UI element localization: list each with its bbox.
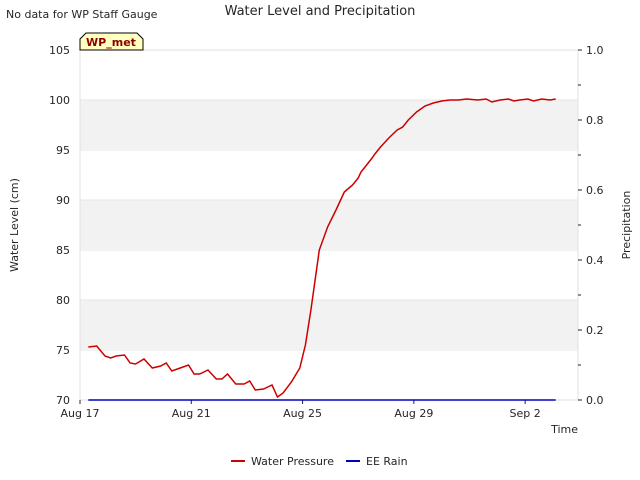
y2-tick-label-5: 1.0 [586, 44, 604, 57]
series-line-water-pressure [88, 98, 556, 399]
y-tick-label-1: 75 [56, 344, 70, 357]
plot-background-bands [80, 49, 578, 351]
x-tick-label-0: Aug 17 [61, 407, 100, 420]
x-axis-label: Time [550, 423, 578, 436]
y-tick-label-6: 100 [49, 94, 70, 107]
y2-tick-label-4: 0.8 [586, 114, 604, 127]
legend: Water Pressure EE Rain [231, 455, 408, 468]
x-tick-label-1: Aug 21 [172, 407, 211, 420]
no-data-note: No data for WP Staff Gauge [6, 8, 158, 21]
y-axis-label: Water Level (cm) [8, 178, 21, 272]
left-axis-ticks: 70 75 80 85 90 95 100 105 [49, 44, 70, 407]
y2-tick-label-3: 0.6 [586, 184, 604, 197]
band-5 [80, 100, 578, 150]
legend-label-water-pressure: Water Pressure [251, 455, 334, 468]
y-tick-label-5: 95 [56, 144, 70, 157]
band-1 [80, 300, 578, 350]
y-tick-label-3: 85 [56, 244, 70, 257]
y-tick-label-4: 90 [56, 194, 70, 207]
y-tick-label-2: 80 [56, 294, 70, 307]
y2-tick-label-2: 0.4 [586, 254, 604, 267]
x-axis-ticks: Aug 17 Aug 21 Aug 25 Aug 29 Sep 2 [61, 400, 541, 420]
y2-axis-label: Precipitation [620, 191, 633, 260]
y-tick-label-0: 70 [56, 394, 70, 407]
station-badge: WP_met [79, 32, 144, 51]
y-tick-label-7: 105 [49, 44, 70, 57]
x-tick-label-4: Sep 2 [510, 407, 541, 420]
badge-shape [79, 32, 144, 51]
badge-label: WP_met [86, 36, 136, 49]
y2-tick-label-1: 0.2 [586, 324, 604, 337]
y2-tick-label-0: 0.0 [586, 394, 604, 407]
right-axis-ticks: 0.0 0.2 0.4 0.6 0.8 1.0 [578, 44, 604, 407]
legend-label-ee-rain: EE Rain [366, 455, 408, 468]
chart-title: Water Level and Precipitation [225, 4, 416, 19]
x-tick-label-2: Aug 25 [283, 407, 322, 420]
x-tick-label-3: Aug 29 [394, 407, 433, 420]
